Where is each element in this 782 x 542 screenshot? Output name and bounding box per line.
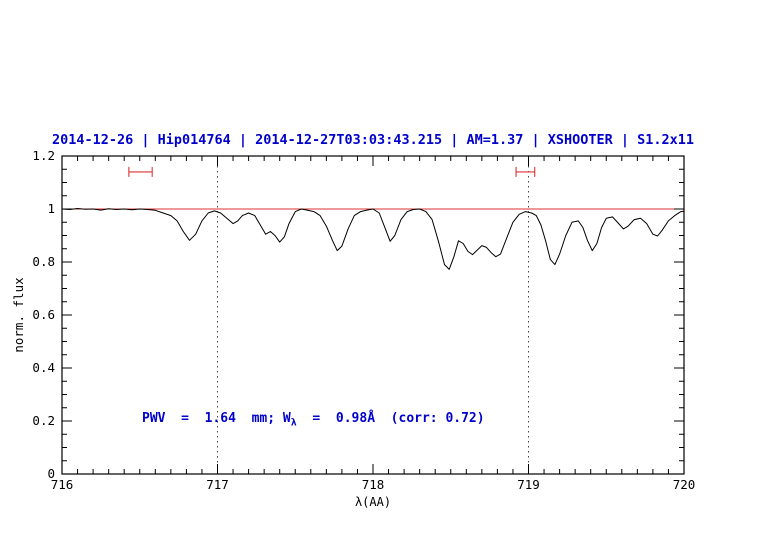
x-tick-label: 717: [206, 477, 229, 492]
plot-title: 2014-12-26 | Hip014764 | 2014-12-27T03:0…: [51, 132, 695, 148]
pwv-annotation-lambda-sub: λ: [290, 417, 297, 429]
y-tick-label: 1: [47, 201, 55, 216]
y-tick-label: 1.2: [32, 148, 55, 163]
x-tick-label: 716: [51, 477, 74, 492]
x-tick-label: 718: [362, 477, 385, 492]
x-tick-label: 720: [673, 477, 696, 492]
x-tick-label: 719: [517, 477, 540, 492]
pwv-annotation-suffix: = 0.98Å (corr: 0.72): [296, 411, 485, 426]
y-tick-label: 0.2: [32, 413, 55, 428]
y-tick-label: 0.8: [32, 254, 55, 269]
y-axis-label: norm. flux: [11, 277, 26, 353]
pwv-annotation: PWV = 1.64 mm; Wλ = 0.98Å (corr: 0.72): [142, 411, 485, 429]
y-tick-label: 0: [47, 466, 55, 481]
spectrum-line: [61, 208, 685, 270]
y-tick-label: 0.6: [32, 307, 55, 322]
y-tick-label: 0.4: [32, 360, 55, 375]
pwv-annotation-prefix: PWV = 1.64 mm; W: [142, 411, 291, 426]
x-axis-label: λ(AA): [354, 495, 392, 509]
